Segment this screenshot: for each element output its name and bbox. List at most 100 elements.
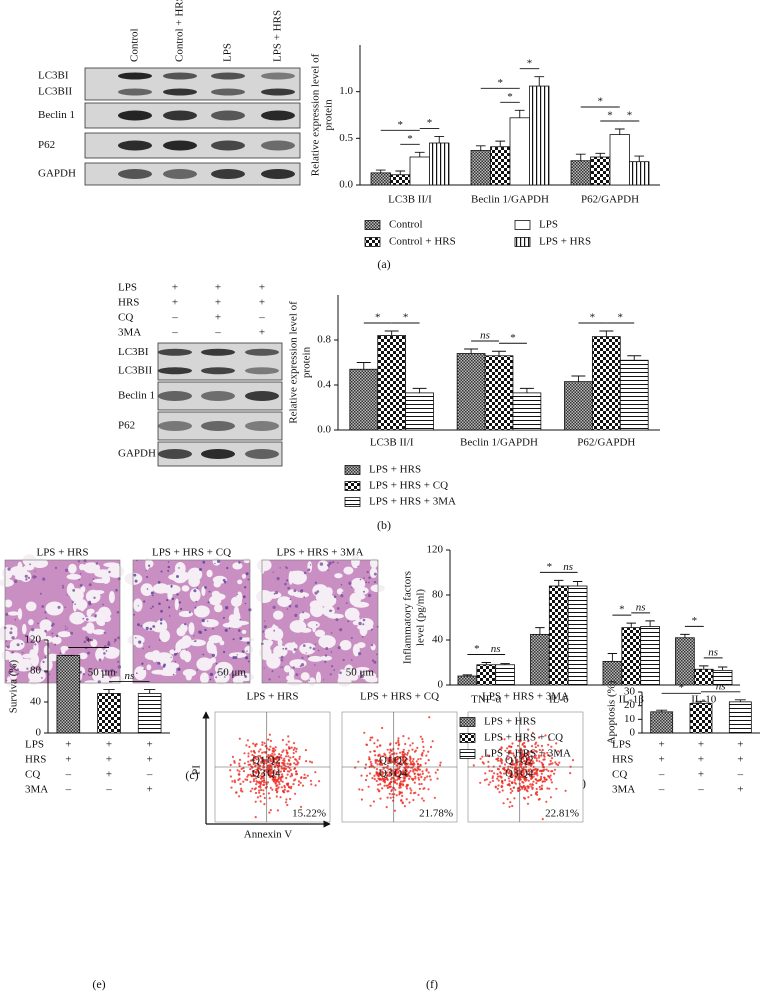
nucleus bbox=[116, 611, 120, 614]
event-dot bbox=[524, 768, 527, 771]
alveolus bbox=[236, 611, 241, 626]
event-dot bbox=[527, 779, 530, 782]
bar bbox=[349, 368, 379, 431]
alveolus bbox=[152, 583, 170, 594]
y-tick-label: 0.8 bbox=[317, 334, 331, 346]
event-dot bbox=[549, 778, 553, 781]
event-dot bbox=[395, 760, 399, 763]
event-dot bbox=[405, 774, 408, 777]
alveolus bbox=[369, 558, 378, 569]
event-dot bbox=[527, 750, 530, 753]
alveolus bbox=[241, 573, 247, 579]
event-dot bbox=[252, 762, 255, 766]
event-dot bbox=[409, 761, 413, 764]
event-dot bbox=[554, 761, 557, 764]
event-dot bbox=[404, 759, 407, 762]
condition-sign: + bbox=[698, 739, 704, 751]
event-dot bbox=[401, 801, 404, 804]
legend-label: LPS + HRS + CQ bbox=[484, 732, 563, 744]
alveolus bbox=[210, 657, 216, 664]
event-dot bbox=[412, 757, 415, 761]
event-dot bbox=[276, 761, 279, 764]
alveolus bbox=[0, 578, 14, 587]
bar bbox=[490, 146, 511, 186]
condition-label: LPS bbox=[118, 282, 137, 294]
event-dot bbox=[558, 761, 561, 764]
event-dot bbox=[229, 763, 232, 767]
event-dot bbox=[386, 762, 390, 765]
condition-sign: + bbox=[147, 739, 153, 751]
blot-band bbox=[261, 72, 295, 80]
event-dot bbox=[527, 752, 530, 756]
event-dot bbox=[506, 798, 509, 801]
event-dot bbox=[539, 769, 542, 773]
event-dot bbox=[514, 756, 517, 759]
event-dot bbox=[388, 783, 391, 786]
micrograph-frame bbox=[132, 559, 251, 684]
event-dot bbox=[295, 750, 298, 753]
alveolus bbox=[219, 640, 225, 646]
event-dot bbox=[494, 786, 497, 789]
event-dot bbox=[538, 748, 541, 752]
event-dot bbox=[386, 757, 389, 760]
alveolus bbox=[174, 562, 186, 575]
event-dot bbox=[427, 771, 430, 774]
alveolus bbox=[177, 638, 189, 649]
nucleus bbox=[242, 595, 246, 599]
nucleus bbox=[200, 631, 202, 633]
event-dot bbox=[373, 778, 376, 781]
nucleus bbox=[135, 637, 137, 639]
nucleus bbox=[363, 577, 365, 579]
nucleus bbox=[327, 569, 329, 571]
event-dot bbox=[268, 811, 271, 814]
event-dot bbox=[273, 753, 276, 756]
nucleus bbox=[339, 671, 342, 674]
alveolus bbox=[289, 620, 307, 633]
nucleus bbox=[316, 624, 318, 626]
event-dot bbox=[367, 785, 370, 788]
significance-label: ns bbox=[491, 643, 501, 655]
event-dot bbox=[262, 763, 265, 766]
alveolus bbox=[85, 622, 95, 634]
nucleus bbox=[117, 660, 120, 663]
nucleus bbox=[7, 567, 11, 571]
event-dot bbox=[555, 787, 558, 790]
event-dot bbox=[374, 754, 377, 757]
event-dot bbox=[383, 752, 386, 755]
event-dot bbox=[263, 742, 266, 745]
alveolus bbox=[17, 608, 23, 620]
bar bbox=[509, 117, 530, 186]
alveolus bbox=[192, 567, 200, 576]
event-dot bbox=[397, 774, 400, 777]
event-dot bbox=[385, 775, 388, 778]
event-dot bbox=[433, 796, 436, 799]
event-dot bbox=[377, 773, 380, 776]
event-dot bbox=[377, 754, 380, 757]
error-bar bbox=[627, 355, 642, 361]
flow-title: LPS + HRS bbox=[246, 691, 298, 703]
blot-band bbox=[245, 391, 279, 401]
event-dot bbox=[254, 787, 257, 790]
event-dot bbox=[246, 739, 249, 742]
nucleus bbox=[148, 564, 151, 567]
event-dot bbox=[524, 763, 527, 766]
event-dot bbox=[503, 772, 506, 775]
event-dot bbox=[531, 731, 534, 735]
event-dot bbox=[400, 763, 403, 766]
nucleus bbox=[90, 639, 94, 642]
nucleus bbox=[202, 653, 205, 656]
nucleus bbox=[226, 566, 229, 570]
alveolus bbox=[271, 628, 284, 641]
event-dot bbox=[392, 796, 395, 799]
nucleus bbox=[102, 603, 104, 606]
event-dot bbox=[547, 743, 550, 746]
condition-sign: + bbox=[172, 282, 178, 294]
event-dot bbox=[371, 736, 374, 739]
bar bbox=[456, 353, 486, 431]
nucleus bbox=[44, 611, 47, 614]
event-dot bbox=[278, 753, 281, 756]
blot-band bbox=[245, 367, 279, 375]
event-dot bbox=[541, 763, 544, 766]
event-dot bbox=[365, 774, 369, 777]
nucleus bbox=[174, 661, 177, 663]
